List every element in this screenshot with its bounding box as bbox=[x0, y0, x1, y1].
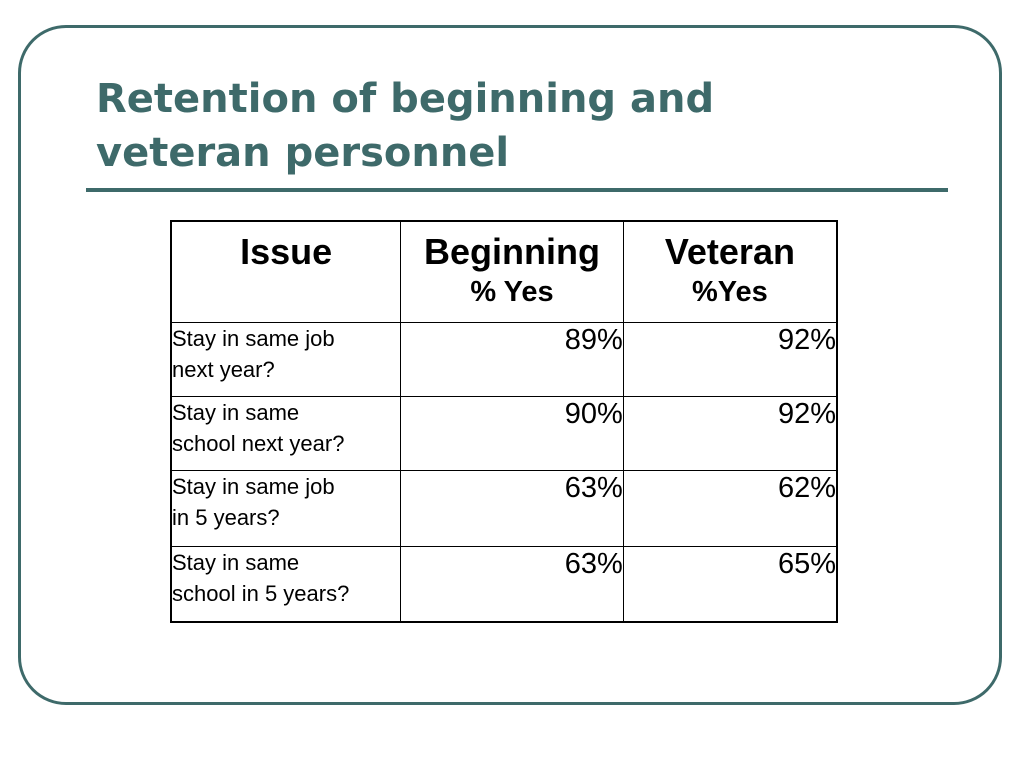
issue-cell: Stay in same job next year? bbox=[170, 321, 402, 397]
issue-text-line: school next year? bbox=[172, 430, 345, 456]
issue-text-line: next year? bbox=[172, 356, 275, 382]
title-line-2: veteran personnel bbox=[96, 130, 510, 176]
issue-text-line: in 5 years? bbox=[172, 504, 280, 530]
retention-table: Issue Beginning % Yes Veteran %Yes Stay … bbox=[170, 220, 838, 623]
beginning-cell: 63% bbox=[400, 545, 624, 623]
header-issue: Issue bbox=[170, 220, 402, 323]
issue-cell: Stay in same school in 5 years? bbox=[170, 545, 402, 623]
slide-frame bbox=[18, 25, 1002, 705]
slide-title: Retention of beginning and veteran perso… bbox=[96, 72, 896, 180]
issue-text-line: Stay in same bbox=[172, 399, 300, 425]
issue-text-line: Stay in same job bbox=[172, 325, 335, 351]
header-beginning: Beginning % Yes bbox=[400, 220, 624, 323]
issue-cell: Stay in same school next year? bbox=[170, 395, 402, 471]
table-row: Stay in same job next year? 89% 92% bbox=[170, 321, 838, 397]
issue-text-line: Stay in same bbox=[172, 549, 300, 575]
title-divider bbox=[86, 188, 948, 192]
issue-text-line: Stay in same job bbox=[172, 473, 335, 499]
veteran-cell: 92% bbox=[622, 395, 838, 471]
beginning-cell: 90% bbox=[400, 395, 624, 471]
header-veteran: Veteran %Yes bbox=[622, 220, 838, 323]
header-veteran-sub: %Yes bbox=[692, 276, 768, 308]
table-row: Stay in same school in 5 years? 63% 65% bbox=[170, 545, 838, 623]
table-row: Stay in same school next year? 90% 92% bbox=[170, 395, 838, 471]
veteran-cell: 65% bbox=[622, 545, 838, 623]
title-line-1: Retention of beginning and bbox=[96, 76, 715, 122]
table-row: Stay in same job in 5 years? 63% 62% bbox=[170, 469, 838, 547]
veteran-cell: 62% bbox=[622, 469, 838, 547]
header-beginning-label: Beginning bbox=[424, 231, 600, 272]
issue-text-line: school in 5 years? bbox=[172, 580, 350, 606]
table-header-row: Issue Beginning % Yes Veteran %Yes bbox=[170, 220, 838, 323]
issue-cell: Stay in same job in 5 years? bbox=[170, 469, 402, 547]
header-veteran-label: Veteran bbox=[664, 231, 795, 272]
header-issue-label: Issue bbox=[240, 231, 333, 272]
beginning-cell: 89% bbox=[400, 321, 624, 397]
veteran-cell: 92% bbox=[622, 321, 838, 397]
beginning-cell: 63% bbox=[400, 469, 624, 547]
header-beginning-sub: % Yes bbox=[470, 276, 554, 308]
